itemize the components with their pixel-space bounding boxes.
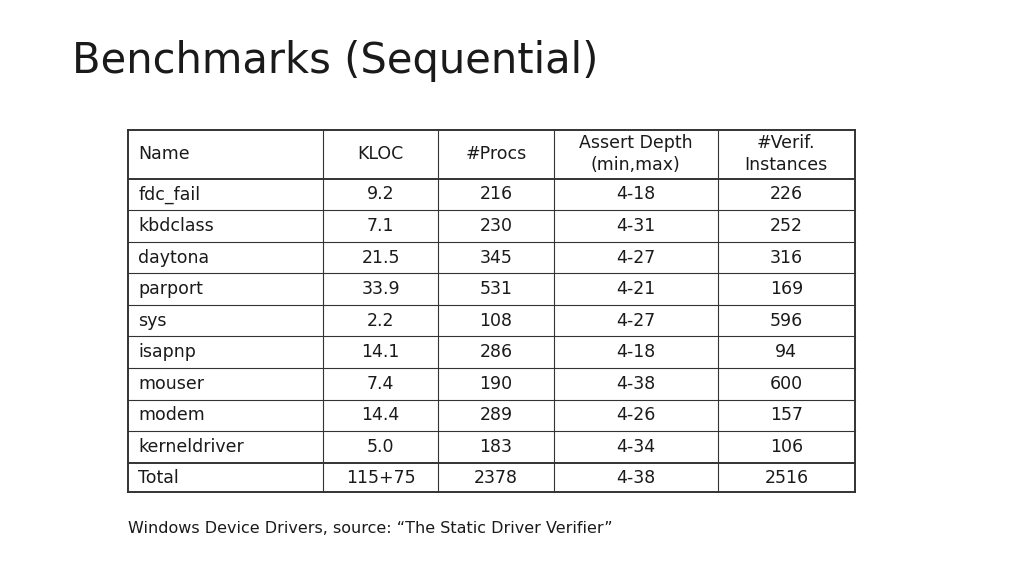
Text: 4-18: 4-18 [616,343,655,361]
Text: Benchmarks (Sequential): Benchmarks (Sequential) [72,40,598,82]
Text: fdc_fail: fdc_fail [138,185,201,203]
Text: 2.2: 2.2 [367,312,394,329]
Text: parport: parport [138,280,203,298]
Text: 2378: 2378 [474,469,518,487]
Text: 21.5: 21.5 [361,248,400,267]
Text: 7.4: 7.4 [367,375,394,393]
Text: 9.2: 9.2 [367,185,394,203]
Text: 289: 289 [479,407,513,425]
Text: 157: 157 [770,407,803,425]
Text: 183: 183 [479,438,512,456]
Text: 115+75: 115+75 [346,469,416,487]
Text: Assert Depth
(min,max): Assert Depth (min,max) [579,134,692,174]
Text: 596: 596 [770,312,803,329]
Text: 4-26: 4-26 [615,407,655,425]
Text: Total: Total [138,469,179,487]
Text: 14.1: 14.1 [361,343,400,361]
Text: 4-34: 4-34 [616,438,655,456]
Text: 345: 345 [479,248,512,267]
Text: 316: 316 [770,248,803,267]
Text: 226: 226 [770,185,803,203]
Text: 14.4: 14.4 [361,407,399,425]
Text: KLOC: KLOC [357,145,403,163]
Text: 4-38: 4-38 [616,469,655,487]
Text: 531: 531 [479,280,512,298]
Text: Name: Name [138,145,189,163]
Text: 106: 106 [770,438,803,456]
Text: modem: modem [138,407,205,425]
Text: mouser: mouser [138,375,204,393]
Text: Windows Device Drivers, source: “The Static Driver Verifier”: Windows Device Drivers, source: “The Sta… [128,521,612,536]
Text: 2516: 2516 [764,469,808,487]
Text: 4-21: 4-21 [616,280,655,298]
Text: 108: 108 [479,312,512,329]
Text: 4-38: 4-38 [616,375,655,393]
Text: 252: 252 [770,217,803,235]
Text: 33.9: 33.9 [361,280,400,298]
Text: #Procs: #Procs [465,145,526,163]
Text: 286: 286 [479,343,513,361]
Text: isapnp: isapnp [138,343,197,361]
Text: kbdclass: kbdclass [138,217,214,235]
Text: 4-18: 4-18 [616,185,655,203]
Text: 94: 94 [775,343,798,361]
Text: kerneldriver: kerneldriver [138,438,244,456]
Text: 190: 190 [479,375,513,393]
Text: 4-31: 4-31 [616,217,655,235]
Text: 4-27: 4-27 [616,312,655,329]
Text: sys: sys [138,312,167,329]
Text: #Verif.
Instances: #Verif. Instances [744,134,828,174]
Text: 169: 169 [770,280,803,298]
Text: 600: 600 [770,375,803,393]
Text: 7.1: 7.1 [367,217,394,235]
Text: 216: 216 [479,185,513,203]
Text: 4-27: 4-27 [616,248,655,267]
Text: 5.0: 5.0 [367,438,394,456]
Text: daytona: daytona [138,248,209,267]
Text: 230: 230 [479,217,512,235]
